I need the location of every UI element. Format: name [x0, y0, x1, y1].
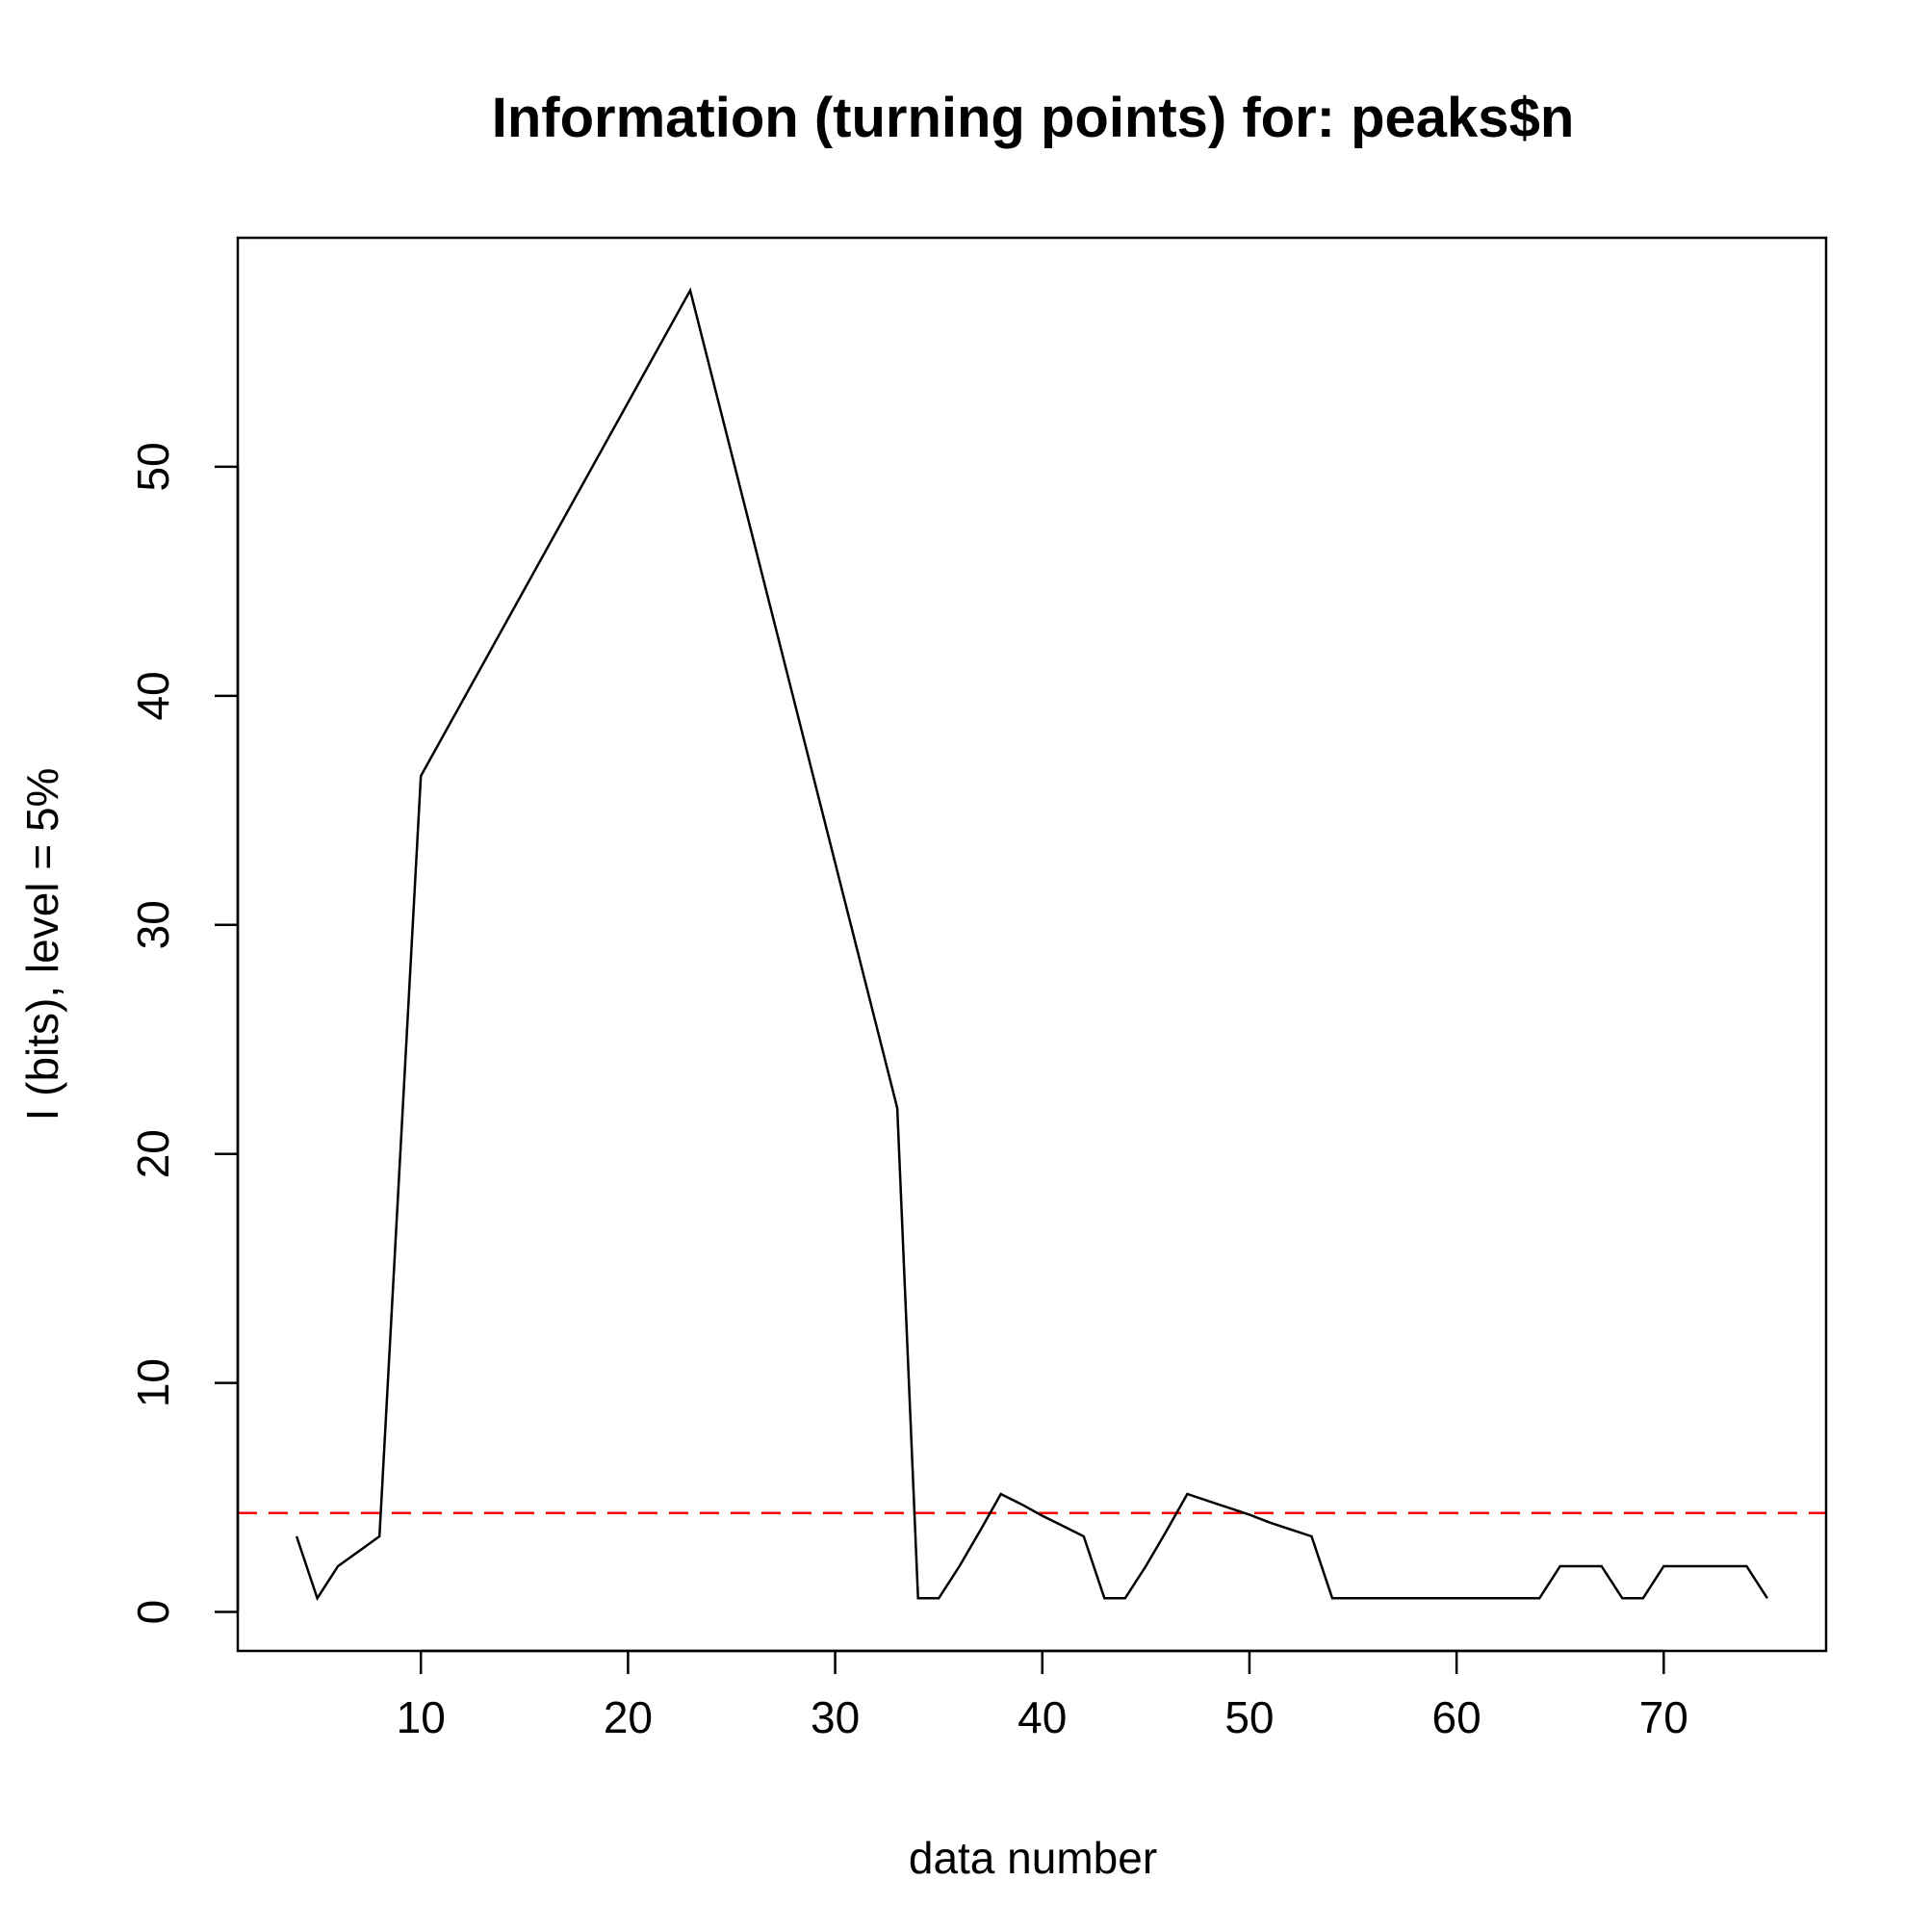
x-tick-label: 40: [1018, 1692, 1067, 1742]
x-tick-label: 10: [397, 1692, 446, 1742]
y-tick-label: 20: [128, 1129, 178, 1178]
y-tick-label: 30: [128, 900, 178, 949]
y-axis: 0 10 20 30 40 50: [128, 442, 240, 1625]
y-tick-label: 50: [128, 442, 178, 491]
y-tick-label: 0: [128, 1600, 178, 1625]
y-tick-label: 10: [128, 1358, 178, 1407]
series-line-0: [295, 287, 1768, 1602]
x-tick-label: 20: [604, 1692, 653, 1742]
plot-frame: [236, 236, 1828, 1653]
plot-area: [238, 287, 1826, 1602]
x-tick-label: 50: [1224, 1692, 1274, 1742]
y-tick-label: 40: [128, 671, 178, 720]
chart-title: Information (turning points) for: peaks$…: [492, 87, 1575, 149]
x-tick-label: 30: [811, 1692, 860, 1742]
x-axis-label: data number: [909, 1833, 1157, 1883]
y-axis-label: I (bits), level = 5%: [17, 768, 67, 1121]
x-axis: 10 20 30 40 50 60 70: [397, 1649, 1688, 1742]
x-tick-label: 60: [1432, 1692, 1481, 1742]
x-tick-label: 70: [1639, 1692, 1688, 1742]
